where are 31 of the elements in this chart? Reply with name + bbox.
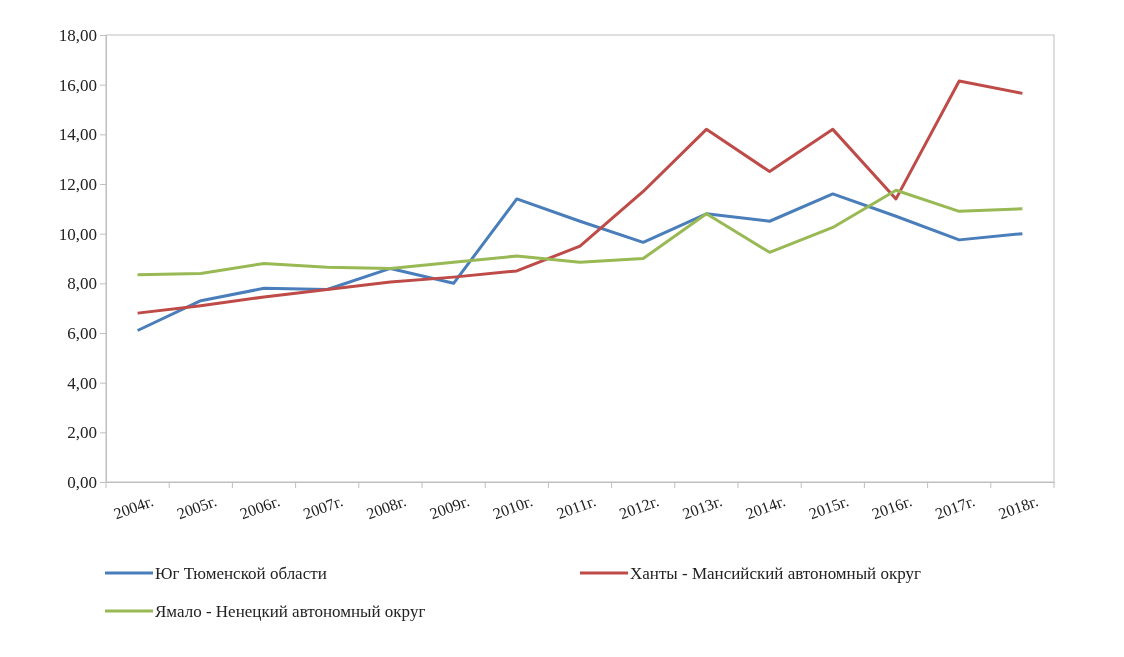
x-tick-label: 2012г.	[617, 492, 662, 523]
x-tick-label: 2008г.	[364, 492, 409, 523]
y-tick-label: 16,00	[58, 75, 97, 95]
legend-label: Ямало - Ненецкий автономный округ	[155, 602, 426, 621]
x-tick-label: 2010г.	[490, 492, 535, 523]
x-tick-label: 2005г.	[174, 492, 219, 523]
y-tick-label: 2,00	[67, 423, 97, 443]
y-tick-label: 6,00	[67, 323, 97, 343]
x-tick-label: 2004г.	[111, 492, 156, 523]
x-tick-label: 2017г.	[933, 492, 978, 523]
x-tick-label: 2007г.	[301, 492, 346, 523]
x-tick-label: 2011г.	[554, 492, 598, 523]
y-tick-label: 10,00	[58, 224, 97, 244]
line-series	[136, 192, 1024, 333]
y-tick-label: 4,00	[67, 373, 97, 393]
line-series	[136, 188, 1024, 277]
x-tick-label: 2006г.	[237, 492, 282, 523]
x-tick-label: 2013г.	[680, 492, 725, 523]
x-tick-label: 2018г.	[996, 492, 1041, 523]
x-tick-label: 2016г.	[869, 492, 914, 523]
legend-label: Ханты - Мансийский автономный округ	[630, 564, 921, 583]
y-tick-label: 12,00	[58, 174, 97, 194]
y-tick-label: 18,00	[58, 25, 97, 45]
legend-label: Юг Тюменской области	[155, 564, 327, 583]
x-tick-label: 2015г.	[806, 492, 851, 523]
x-tick-label: 2014г.	[743, 492, 788, 523]
y-tick-label: 0,00	[67, 472, 97, 492]
y-tick-label: 8,00	[67, 274, 97, 294]
x-tick-label: 2009г.	[427, 492, 472, 523]
y-tick-label: 14,00	[58, 125, 97, 145]
line-series	[136, 79, 1024, 315]
